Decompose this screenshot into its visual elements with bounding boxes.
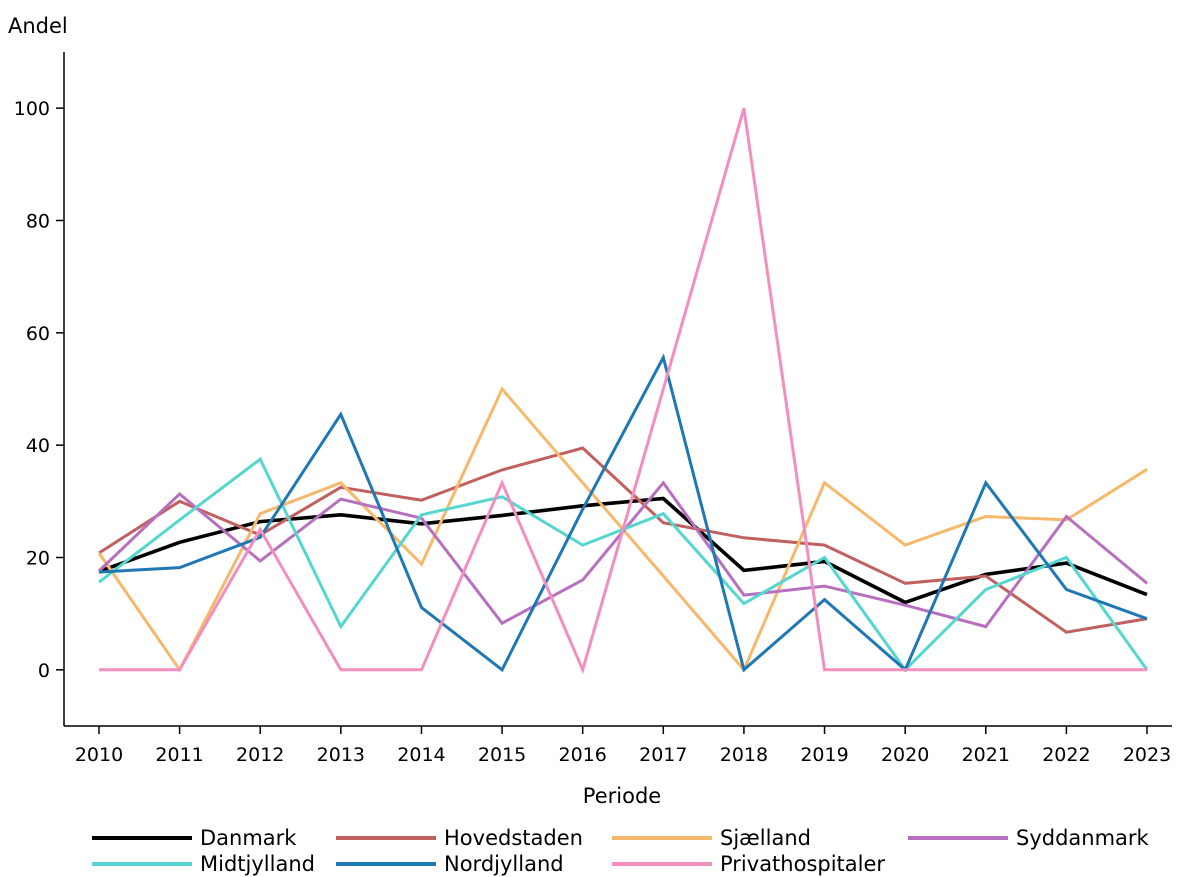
series-line-danmark bbox=[98, 496, 1148, 605]
x-tick-label: 2015 bbox=[478, 744, 526, 766]
legend: Danmark Hovedstaden Sjælland Syddanmark Midt… bbox=[0, 826, 1178, 877]
legend-label: Syddanmark bbox=[1016, 826, 1149, 850]
legend-item: Midtjylland bbox=[92, 852, 315, 876]
y-axis-label: Andel bbox=[8, 14, 68, 38]
x-tick-label: 2021 bbox=[962, 744, 1010, 766]
legend-item: Nordjylland bbox=[336, 852, 564, 876]
series-line-midtjylland bbox=[98, 456, 1149, 673]
y-tick-label: 20 bbox=[26, 548, 50, 570]
y-tick-label: 100 bbox=[14, 98, 50, 120]
y-tick-label: 60 bbox=[26, 323, 50, 345]
x-tick-label: 2019 bbox=[800, 744, 848, 766]
legend-label: Privathospitaler bbox=[720, 852, 886, 876]
legend-swatch bbox=[336, 862, 436, 866]
x-axis-label: Periode bbox=[583, 784, 661, 808]
y-tick-label: 40 bbox=[26, 435, 50, 457]
y-tick-label: 0 bbox=[38, 660, 50, 682]
x-tick-label: 2022 bbox=[1042, 744, 1090, 766]
legend-swatch bbox=[612, 862, 712, 866]
x-tick-label: 2013 bbox=[317, 744, 365, 766]
legend-label: Nordjylland bbox=[444, 852, 564, 876]
legend-item: Danmark bbox=[92, 826, 296, 850]
legend-label: Danmark bbox=[200, 826, 297, 850]
series-line-syddanmark bbox=[97, 480, 1148, 629]
legend-swatch bbox=[612, 836, 712, 840]
legend-swatch bbox=[908, 836, 1008, 840]
legend-item: Sjælland bbox=[612, 826, 811, 850]
x-tick-label: 2016 bbox=[559, 744, 607, 766]
legend-label: Sjælland bbox=[720, 826, 811, 850]
x-tick-label: 2012 bbox=[236, 744, 284, 766]
series-line-nordjylland bbox=[98, 353, 1148, 673]
series-line-privathospitaler bbox=[99, 107, 1147, 675]
legend-item: Syddanmark bbox=[908, 826, 1149, 850]
series-lines bbox=[97, 107, 1149, 675]
legend-swatch bbox=[336, 836, 436, 840]
x-tick-label: 2023 bbox=[1123, 744, 1171, 766]
x-tick-label: 2020 bbox=[881, 744, 929, 766]
y-ticks: 0 20 40 60 80 100 bbox=[14, 98, 64, 682]
x-tick-label: 2011 bbox=[155, 744, 203, 766]
legend-label: Midtjylland bbox=[200, 852, 315, 876]
x-ticks: 2010 2011 2012 2013 2014 2015 2016 2017 2018 2019… bbox=[75, 726, 1171, 766]
legend-item: Hovedstaden bbox=[336, 826, 583, 850]
x-tick-label: 2017 bbox=[639, 744, 687, 766]
x-tick-label: 2018 bbox=[720, 744, 768, 766]
legend-item: Privathospitaler bbox=[612, 852, 885, 876]
series-line-hovedstaden bbox=[98, 446, 1148, 634]
x-tick-label: 2010 bbox=[75, 744, 123, 766]
legend-label: Hovedstaden bbox=[444, 826, 583, 850]
x-tick-label: 2014 bbox=[397, 744, 445, 766]
y-tick-label: 80 bbox=[26, 211, 50, 233]
legend-swatch bbox=[92, 836, 192, 840]
legend-swatch bbox=[92, 862, 192, 866]
